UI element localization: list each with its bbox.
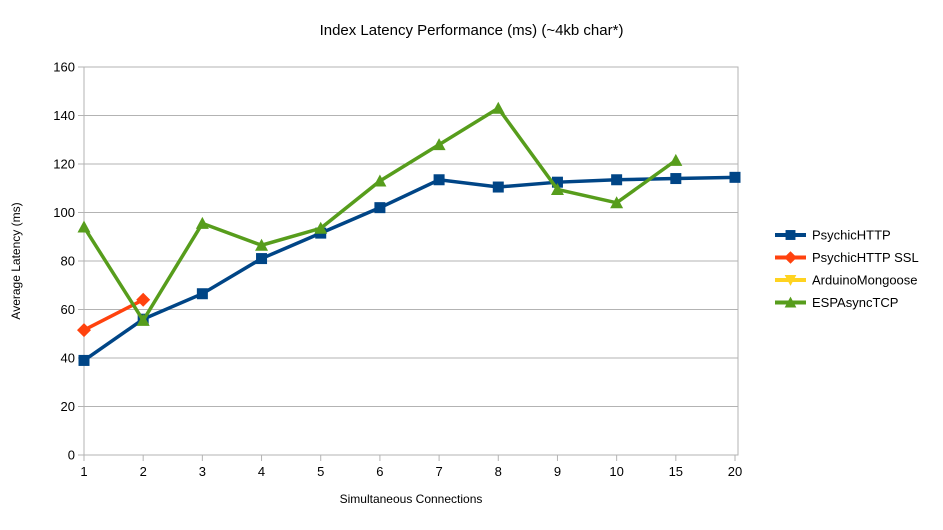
x-tick-label: 20	[728, 464, 742, 479]
series-marker-psychichttp	[492, 181, 504, 193]
y-axis-title: Average Latency (ms)	[9, 202, 23, 320]
x-tick-label: 7	[435, 464, 442, 479]
series-marker-espasynctcp	[77, 220, 91, 233]
series-marker-psychichttp-ssl	[136, 292, 151, 307]
series-marker-psychichttp	[729, 171, 741, 183]
series-marker-espasynctcp	[669, 153, 683, 166]
series-line-espasynctcp	[82, 105, 677, 324]
y-tick-label: 100	[53, 205, 75, 220]
series-marker-psychichttp-ssl	[77, 323, 91, 338]
x-tick-label: 5	[317, 464, 324, 479]
x-tick-label: 2	[140, 464, 147, 479]
series-marker-psychichttp	[374, 202, 386, 214]
series-marker-espasynctcp	[610, 196, 624, 209]
series-marker-psychichttp	[611, 174, 623, 186]
x-tick-label: 1	[80, 464, 87, 479]
x-tick-label: 6	[376, 464, 383, 479]
series-marker-espasynctcp	[195, 216, 209, 229]
series-marker-psychichttp	[551, 176, 563, 188]
series-marker-psychichttp	[433, 174, 445, 186]
legend-label: ESPAsyncTCP	[812, 295, 898, 310]
y-tick-label: 140	[53, 108, 75, 123]
legend-label: PsychicHTTP SSL	[812, 250, 919, 265]
series-line-psychichttp	[82, 175, 736, 362]
x-tick-label: 4	[258, 464, 265, 479]
series-marker-psychichttp	[670, 173, 682, 185]
x-axis-title: Simultaneous Connections	[339, 492, 483, 506]
chart-title: Index Latency Performance (ms) (~4kb cha…	[319, 22, 624, 39]
legend-marker-triangle-down-icon	[784, 275, 797, 286]
series-marker-espasynctcp	[136, 313, 150, 326]
legend-marker-diamond-icon	[784, 251, 797, 264]
y-tick-label: 40	[61, 351, 75, 366]
x-tick-label: 10	[609, 464, 623, 479]
series-marker-psychichttp	[196, 288, 208, 300]
series-marker-psychichttp	[78, 354, 90, 366]
y-tick-label: 20	[61, 399, 75, 414]
y-tick-label: 80	[61, 254, 75, 269]
series-marker-espasynctcp	[491, 101, 505, 114]
legend-label: PsychicHTTP	[812, 228, 891, 243]
legend-marker-square-icon	[785, 230, 796, 240]
series-marker-espasynctcp	[432, 138, 446, 151]
legend-label: ArduinoMongoose	[812, 273, 918, 288]
x-tick-label: 15	[669, 464, 683, 479]
x-tick-label: 9	[554, 464, 561, 479]
series-marker-espasynctcp	[314, 221, 328, 234]
y-tick-label: 0	[68, 448, 75, 463]
series-marker-psychichttp	[256, 253, 268, 265]
x-tick-label: 8	[495, 464, 502, 479]
series-marker-espasynctcp	[255, 238, 269, 251]
series-marker-espasynctcp	[373, 174, 387, 187]
y-tick-label: 120	[53, 157, 75, 172]
y-tick-label: 160	[53, 60, 75, 75]
legend-marker-triangle-up-icon	[784, 296, 797, 308]
series-marker-espasynctcp	[550, 182, 564, 195]
y-tick-label: 60	[61, 302, 75, 317]
x-tick-label: 3	[199, 464, 206, 479]
